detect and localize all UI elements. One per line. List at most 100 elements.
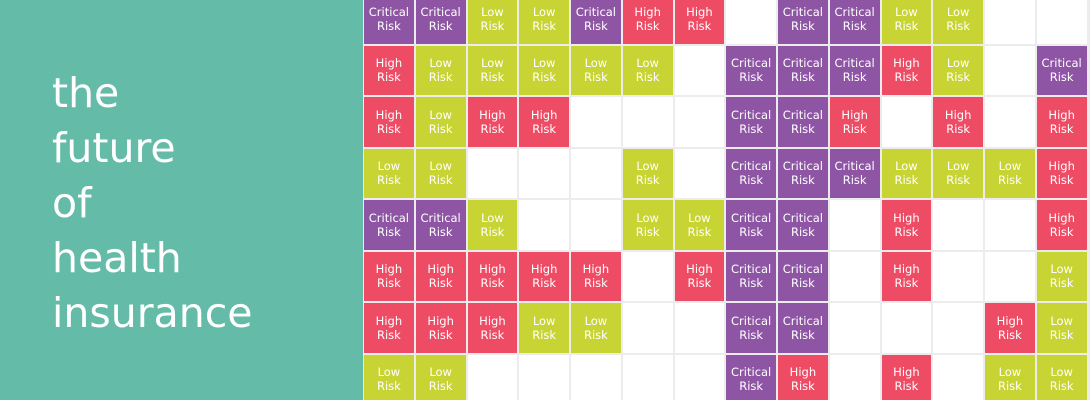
risk-cell: Low Risk [415, 97, 466, 147]
risk-cell: Low Risk [1036, 354, 1087, 400]
risk-cell: Low Risk [622, 148, 673, 199]
risk-cell: Low Risk [364, 354, 414, 400]
empty-cell [674, 45, 725, 96]
risk-cell: Critical Risk [829, 148, 880, 199]
empty-cell [622, 97, 673, 147]
empty-cell [829, 354, 880, 400]
risk-cell: High Risk [364, 45, 414, 96]
empty-cell [622, 251, 673, 302]
risk-cell: Critical Risk [726, 45, 777, 96]
empty-cell [985, 0, 1035, 44]
risk-cell: Low Risk [674, 200, 725, 250]
risk-cell: Low Risk [881, 148, 932, 199]
risk-cell: Critical Risk [778, 97, 828, 147]
risk-cell: High Risk [519, 251, 570, 302]
risk-cell: Critical Risk [778, 251, 828, 302]
risk-cell: Critical Risk [364, 0, 414, 44]
risk-cell: High Risk [364, 303, 414, 353]
empty-cell [467, 354, 518, 400]
risk-cell: Critical Risk [778, 148, 828, 199]
risk-cell: Critical Risk [726, 303, 777, 353]
risk-cell: High Risk [519, 97, 570, 147]
empty-cell [622, 354, 673, 400]
risk-cell: Critical Risk [571, 0, 621, 44]
risk-cell: Low Risk [467, 0, 518, 44]
risk-cell: Critical Risk [829, 45, 880, 96]
risk-cell: Critical Risk [415, 0, 466, 44]
title-panel: the future of health insurance [0, 0, 363, 400]
empty-cell [571, 354, 621, 400]
risk-cell: Low Risk [933, 148, 984, 199]
empty-cell [933, 354, 984, 400]
risk-cell: High Risk [364, 97, 414, 147]
title-line: future [52, 124, 176, 172]
risk-cell: High Risk [881, 45, 932, 96]
risk-cell: Low Risk [1036, 303, 1087, 353]
empty-cell [1036, 0, 1087, 44]
risk-cell: High Risk [778, 354, 828, 400]
empty-cell [933, 251, 984, 302]
empty-cell [985, 200, 1035, 250]
risk-cell: Critical Risk [778, 200, 828, 250]
title-line: of [52, 179, 92, 227]
risk-cell: High Risk [1036, 148, 1087, 199]
risk-cell: Critical Risk [1036, 45, 1087, 96]
empty-cell [881, 303, 932, 353]
empty-cell [622, 303, 673, 353]
risk-cell: Low Risk [415, 354, 466, 400]
title-line: the [52, 69, 120, 117]
risk-cell: Critical Risk [726, 97, 777, 147]
risk-cell: Low Risk [519, 45, 570, 96]
empty-cell [985, 45, 1035, 96]
empty-cell [519, 148, 570, 199]
risk-cell: Low Risk [881, 0, 932, 44]
risk-cell: Low Risk [933, 0, 984, 44]
risk-cell: High Risk [829, 97, 880, 147]
empty-cell [674, 303, 725, 353]
risk-cell: Critical Risk [415, 200, 466, 250]
risk-cell: Low Risk [1036, 251, 1087, 302]
risk-cell: Critical Risk [364, 200, 414, 250]
risk-cell: Critical Risk [829, 0, 880, 44]
risk-cell: High Risk [415, 251, 466, 302]
empty-cell [674, 97, 725, 147]
risk-grid: Critical Risk Critical Risk Low Risk Low Ri… [363, 0, 1090, 400]
risk-cell: Low Risk [985, 354, 1035, 400]
risk-cell: Low Risk [467, 200, 518, 250]
empty-cell [571, 148, 621, 199]
risk-cell: Critical Risk [726, 251, 777, 302]
risk-cell: High Risk [622, 0, 673, 44]
risk-cell: Low Risk [467, 45, 518, 96]
title: the future of health insurance [52, 66, 252, 341]
empty-cell [985, 251, 1035, 302]
risk-cell: High Risk [674, 0, 725, 44]
risk-cell: High Risk [1036, 97, 1087, 147]
empty-cell [674, 354, 725, 400]
risk-cell: High Risk [467, 97, 518, 147]
risk-cell: High Risk [881, 251, 932, 302]
risk-cell: Low Risk [622, 45, 673, 96]
empty-cell [829, 200, 880, 250]
empty-cell [519, 200, 570, 250]
risk-cell: Low Risk [415, 45, 466, 96]
risk-cell: Low Risk [415, 148, 466, 199]
empty-cell [933, 200, 984, 250]
risk-cell: Low Risk [571, 45, 621, 96]
risk-cell: High Risk [467, 303, 518, 353]
risk-cell: Low Risk [364, 148, 414, 199]
risk-cell: Critical Risk [726, 200, 777, 250]
empty-cell [829, 303, 880, 353]
risk-cell: High Risk [364, 251, 414, 302]
risk-cell: Critical Risk [778, 303, 828, 353]
risk-cell: Critical Risk [778, 45, 828, 96]
risk-cell: Low Risk [985, 148, 1035, 199]
empty-cell [933, 303, 984, 353]
risk-cell: High Risk [881, 354, 932, 400]
title-line: insurance [52, 289, 253, 337]
empty-cell [467, 148, 518, 199]
risk-cell: High Risk [571, 251, 621, 302]
empty-cell [519, 354, 570, 400]
empty-cell [829, 251, 880, 302]
risk-cell: Low Risk [519, 303, 570, 353]
